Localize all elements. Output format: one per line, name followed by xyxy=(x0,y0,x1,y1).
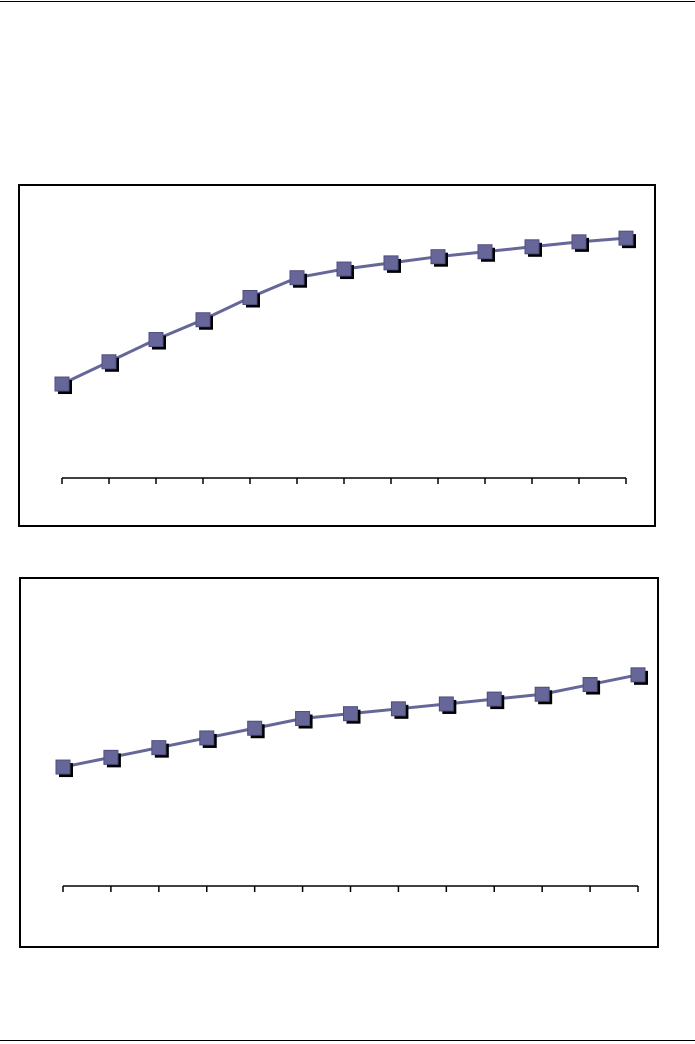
data-point xyxy=(336,261,352,277)
data-point xyxy=(195,312,211,328)
data-point xyxy=(524,239,540,255)
footer-rule xyxy=(0,1040,695,1041)
data-point xyxy=(630,667,646,683)
data-point xyxy=(199,730,215,746)
data-point xyxy=(438,696,454,712)
line-chart-2 xyxy=(55,667,648,892)
series-line xyxy=(61,236,627,386)
data-point xyxy=(103,749,119,765)
data-point xyxy=(618,230,634,246)
data-point xyxy=(571,234,587,250)
data-point xyxy=(486,691,502,707)
data-point xyxy=(242,289,258,305)
data-point xyxy=(383,255,399,271)
data-point xyxy=(430,249,446,265)
data-point xyxy=(54,376,70,392)
data-point xyxy=(390,701,406,717)
data-point xyxy=(582,677,598,693)
data-point xyxy=(289,270,305,286)
data-point xyxy=(534,686,550,702)
data-point xyxy=(247,720,263,736)
header-rule xyxy=(0,1,695,2)
data-point xyxy=(151,740,167,756)
data-point xyxy=(477,244,493,260)
data-point xyxy=(295,711,311,727)
line-chart-1 xyxy=(54,230,636,484)
chart-panel-1 xyxy=(18,184,656,527)
data-point xyxy=(148,332,164,348)
chart-panel-2 xyxy=(19,577,659,948)
data-point xyxy=(343,706,358,722)
data-point xyxy=(55,759,71,775)
data-point xyxy=(101,354,117,370)
